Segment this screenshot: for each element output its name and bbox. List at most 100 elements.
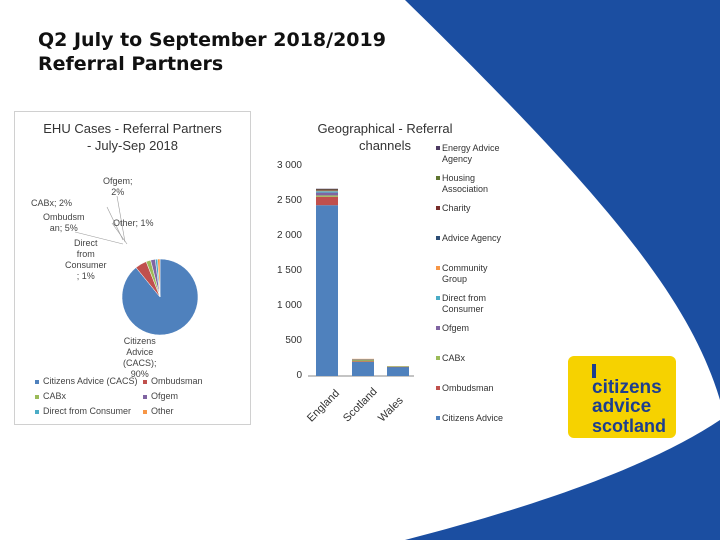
legend-swatch <box>436 236 440 240</box>
legend-label: Ofgem <box>151 391 179 401</box>
bar-legend-item: Energy Advice Agency <box>436 143 536 165</box>
legend-label: CABx <box>442 353 466 363</box>
legend-label: Energy Advice <box>442 143 500 153</box>
slide-title: Q2 July to September 2018/2019 Referral … <box>38 28 386 76</box>
pie-title-line2: - July-Sep 2018 <box>86 138 179 153</box>
y-tick-label: 1 000 <box>276 300 302 311</box>
legend-label: Community <box>442 263 488 273</box>
pie-label-line: 90% <box>130 369 149 379</box>
legend-label: Direct from Consumer <box>43 406 132 416</box>
legend-swatch <box>436 416 440 420</box>
pie-label-line: (CACS); <box>123 358 157 368</box>
legend-label: Ombudsman <box>442 383 494 393</box>
pie-title-line1: EHU Cases - Referral Partners <box>43 121 222 136</box>
pie-leader-line <box>116 195 126 243</box>
pie-label-line: Citizens <box>123 336 156 346</box>
pie-legend-item: CABx <box>35 391 66 401</box>
bar-legend-item: CABx <box>436 353 536 364</box>
background-blue-band <box>405 420 720 540</box>
background-blue-shape <box>405 0 720 400</box>
pie-leader-line <box>111 222 128 245</box>
legend-swatch <box>436 266 440 270</box>
legend-swatch <box>143 409 147 414</box>
legend-swatch <box>436 146 440 150</box>
pie-label-line: Advice <box>126 347 154 357</box>
legend-label: Consumer <box>442 304 484 314</box>
bar-legend-item: Community Group <box>436 263 536 285</box>
pie-label-line: Consumer <box>65 260 107 270</box>
legend-swatch <box>35 394 39 399</box>
pie-label-ofgem: Ofgem; 2% <box>103 176 133 198</box>
legend-swatch <box>436 206 440 210</box>
bar-legend-item: Citizens Advice <box>436 413 536 424</box>
legend-swatch <box>436 386 440 390</box>
legend-label: Group <box>442 274 468 284</box>
bar-legend-item: Advice Agency <box>436 233 536 244</box>
y-tick-label: 3 000 <box>276 160 302 171</box>
pie-chart <box>74 195 199 336</box>
legend-label: Charity <box>442 203 471 213</box>
pie-chart-title: EHU Cases - Referral Partners - July-Sep… <box>15 120 250 154</box>
pie-slice-other <box>157 258 161 298</box>
pie-label-line: Ofgem; <box>103 176 133 186</box>
pie-legend-item: Ofgem <box>143 391 178 401</box>
legend-label: Ofgem <box>442 323 470 333</box>
y-tick-label: 500 <box>285 335 302 346</box>
pie-label-ombudsman: Ombudsm an; 5% <box>43 212 85 234</box>
pie-label-line: from <box>76 249 95 259</box>
bar-legend-item: Direct from Consumer <box>436 293 536 315</box>
bar-legend-item: Housing Association <box>436 173 536 195</box>
bar-title-line1: Geographical - Referral <box>317 121 453 136</box>
pie-label-line: Other; 1% <box>113 218 154 228</box>
legend-swatch <box>143 394 147 399</box>
logo-accent-bar <box>592 364 596 378</box>
pie-legend-item: Ombudsman <box>143 376 203 386</box>
bar-legend-item: Charity <box>436 203 536 214</box>
legend-label: Direct from <box>442 293 487 303</box>
pie-label-cabx: CABx; 2% <box>31 198 72 209</box>
pie-label-citizens-advice-cacs-: Citizens Advice (CACS); 90% <box>123 336 157 380</box>
legend-swatch <box>436 296 440 300</box>
legend-label: Ombudsman <box>151 376 203 386</box>
bar-legend-item: Ombudsman <box>436 383 536 394</box>
legend-label: Other <box>151 406 174 416</box>
pie-label-line: an; 5% <box>49 223 78 233</box>
pie-legend-item: Citizens Advice (CACS) <box>35 376 138 386</box>
legend-swatch <box>35 409 39 414</box>
pie-legend-item: Direct from Consumer <box>35 406 131 416</box>
bar-title-line2: channels <box>358 138 412 153</box>
y-tick-label: 0 <box>296 370 302 381</box>
slide-title-line1: Q2 July to September 2018/2019 <box>38 29 386 51</box>
legend-swatch <box>436 356 440 360</box>
pie-label-direct-from-consumer: Direct from Consumer; 1% <box>65 238 107 282</box>
legend-swatch <box>35 379 39 384</box>
pie-label-line: Ombudsm <box>43 212 85 222</box>
logo-line3: scotland <box>592 416 667 436</box>
citizens-advice-scotland-logo: citizens advice scotland <box>568 356 676 438</box>
y-tick-label: 2 500 <box>276 195 302 206</box>
pie-label-line: Direct <box>74 238 98 248</box>
pie-label-line: ; 1% <box>76 271 95 281</box>
logo-line2: advice <box>592 396 652 417</box>
logo-line1: citizens <box>592 377 662 398</box>
pie-label-line: CABx; 2% <box>31 198 73 208</box>
legend-label: Advice Agency <box>442 233 502 243</box>
legend-label: CABx <box>43 391 67 401</box>
y-tick-label: 1 500 <box>276 265 302 276</box>
pie-legend-item: Other <box>143 406 174 416</box>
pie-label-other: Other; 1% <box>113 218 154 229</box>
pie-chart-panel: EHU Cases - Referral Partners - July-Sep… <box>14 111 251 425</box>
legend-label: Agency <box>442 154 473 164</box>
pie-label-line: 2% <box>111 187 125 197</box>
legend-label: Citizens Advice <box>442 413 504 423</box>
legend-label: Citizens Advice (CACS) <box>43 376 138 386</box>
pie-leader-line <box>74 231 124 245</box>
bar-chart-title: Geographical - Referral channels <box>300 120 470 154</box>
legend-label: Housing <box>442 173 476 183</box>
slide-title-line2: Referral Partners <box>38 53 224 75</box>
bar-legend-item: Ofgem <box>436 323 536 334</box>
legend-swatch <box>143 379 147 384</box>
legend-label: Association <box>442 184 489 194</box>
legend-swatch <box>436 176 440 180</box>
